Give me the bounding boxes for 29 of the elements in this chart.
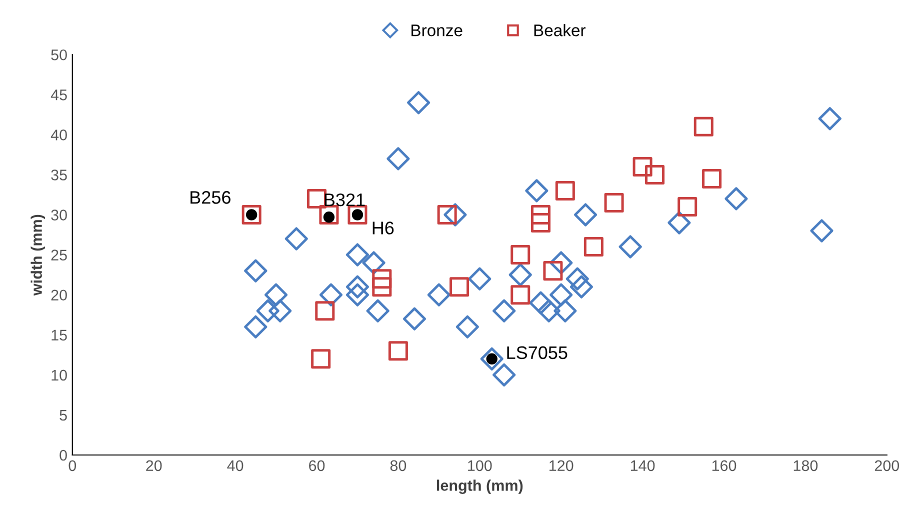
y-tick-label: 30	[51, 210, 67, 220]
y-axis-title: width (mm)	[30, 214, 45, 296]
y-tick-label: 35	[51, 170, 67, 180]
x-tick-label: 0	[68, 460, 76, 472]
y-tick-label: 45	[50, 90, 67, 100]
x-tick-label: 20	[146, 460, 162, 472]
y-tick-label: 20	[51, 290, 67, 301]
y-tick-label: 50	[51, 49, 67, 60]
x-tick-label: 200	[874, 460, 900, 472]
annotation: LS7055	[507, 346, 568, 360]
x-tick-label: 180	[794, 460, 818, 472]
annotation: B256	[190, 191, 230, 204]
y-tick-label: 0	[60, 450, 67, 461]
x-tick-label: 140	[630, 460, 655, 472]
x-tick-label: 80	[390, 460, 406, 472]
y-tick-label: 40	[50, 130, 67, 140]
legend-label: Beaker	[534, 24, 586, 36]
x-tick-label: 160	[712, 460, 736, 472]
x-tick-label: 40	[227, 460, 244, 472]
legend-label: Bronze	[412, 24, 462, 36]
y-tick-label: 10	[52, 370, 67, 381]
y-tick-label: 5	[60, 410, 67, 421]
y-tick-label: 15	[52, 330, 67, 341]
x-axis-title: length (mm)	[437, 480, 523, 494]
x-tick-label: 60	[309, 460, 325, 472]
x-tick-label: 120	[550, 460, 574, 472]
x-tick-label: 100	[468, 460, 492, 472]
annotation: H6	[372, 222, 394, 234]
y-tick-label: 25	[51, 250, 67, 260]
